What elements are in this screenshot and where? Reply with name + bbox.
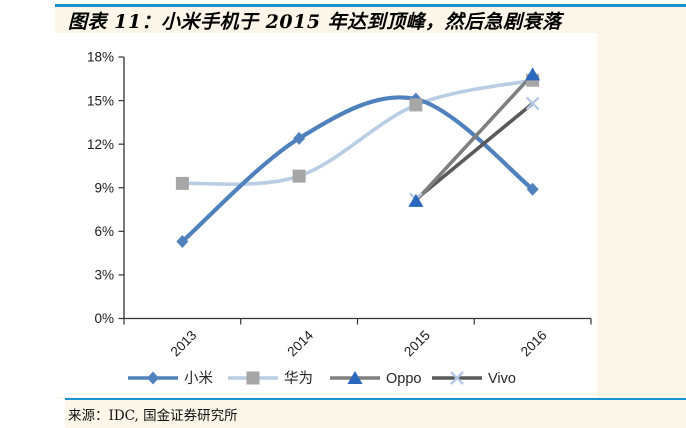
legend-diamond-icon	[147, 371, 159, 385]
chart-band: 0% 3% 6% 9% 12% 15% 18% 2013 2014 2015 2016 小米 华为 Opp…	[55, 33, 686, 398]
figure-bottom-rule	[65, 398, 686, 400]
y-axis-label: 12%	[87, 137, 114, 152]
legend-triangle-icon	[347, 371, 363, 384]
legend-label-华为: 华为	[284, 370, 313, 387]
x-axis-label: 2016	[518, 328, 550, 360]
x-axis-label: 2015	[401, 328, 433, 360]
series-line-Oppo	[414, 72, 535, 203]
y-axis-label: 9%	[94, 180, 114, 195]
figure-top-rule	[55, 4, 686, 7]
Oppo-marker-2016	[525, 67, 541, 81]
小米-marker-2013	[176, 235, 189, 249]
华为-marker-2015	[409, 98, 423, 112]
chart-canvas: 0% 3% 6% 9% 12% 15% 18% 2013 2014 2015 2016 小米 华为 Opp…	[55, 33, 597, 397]
legend-label-Vivo: Vivo	[488, 371, 516, 387]
y-axis-label: 6%	[94, 224, 114, 239]
y-axis-label: 3%	[94, 268, 114, 283]
小米-marker-2016	[526, 182, 539, 196]
market-share-line-chart: 0% 3% 6% 9% 12% 15% 18% 2013 2014 2015 2016 小米 华为 Opp…	[87, 50, 592, 387]
series-line-Vivo	[414, 101, 535, 202]
axis-lines	[123, 57, 591, 320]
y-axis-label: 15%	[87, 93, 114, 108]
legend-label-Oppo: Oppo	[386, 371, 421, 387]
figure-title-band: 图表 11：小米手机于 2015 年达到顶峰，然后急剧衰落	[55, 7, 686, 33]
x-axis-label: 2014	[284, 327, 316, 359]
source-band: 来源：IDC, 国金证券研究所	[65, 400, 686, 428]
华为-marker-2014	[292, 169, 306, 183]
小米-marker-2014	[293, 131, 306, 145]
series-line-华为	[180, 78, 535, 186]
figure-title: 图表 11：小米手机于 2015 年达到顶峰，然后急剧衰落	[68, 10, 562, 33]
y-axis-label: 0%	[94, 311, 114, 326]
source-note: 来源：IDC, 国金证券研究所	[68, 408, 238, 424]
legend-x-icon	[450, 371, 464, 385]
legend-label-小米: 小米	[184, 370, 213, 387]
Oppo-marker-2015	[408, 193, 424, 207]
series-line-小米	[180, 95, 535, 244]
华为-marker-2013	[175, 176, 189, 190]
x-axis-label: 2013	[168, 328, 200, 360]
y-axis-label: 18%	[87, 50, 114, 65]
Vivo-marker-2016	[525, 96, 540, 111]
legend-square-icon	[246, 371, 260, 385]
